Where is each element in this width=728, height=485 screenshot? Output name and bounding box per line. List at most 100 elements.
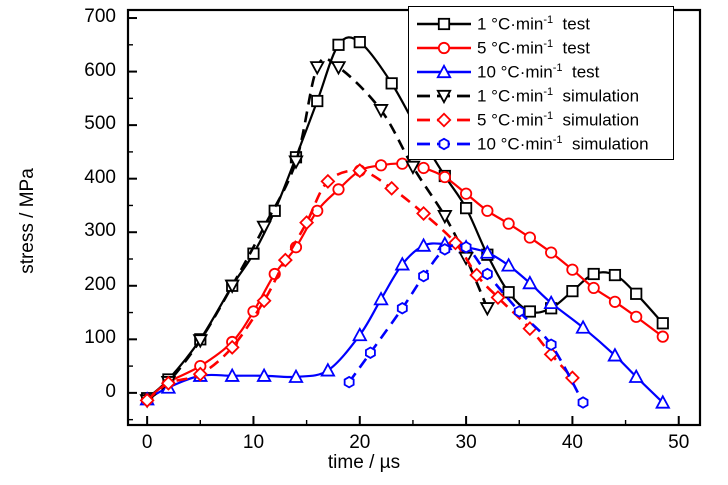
y-tick-label: 0	[105, 380, 116, 402]
data-point-circle	[417, 161, 430, 175]
data-point-square	[311, 94, 324, 108]
data-point-hexagon	[481, 267, 493, 281]
data-point-circle	[481, 204, 494, 217]
data-point-diamond	[490, 290, 506, 306]
data-point-square	[566, 285, 579, 298]
data-point-hexagon	[365, 346, 376, 359]
data-point-diamond	[469, 267, 485, 283]
data-point-circle	[374, 159, 388, 172]
legend-swatch-diamond	[415, 110, 473, 130]
data-point-triangle-down	[309, 61, 325, 76]
legend-item[interactable]: 10 °C·min-1 simulation	[409, 132, 673, 156]
data-point-diamond	[416, 206, 432, 221]
legend-item[interactable]: 5 °C·min-1 simulation	[409, 108, 673, 132]
data-point-triangle-up	[628, 368, 644, 383]
data-point-diamond	[447, 235, 463, 251]
legend-item[interactable]: 5 °C·min-1 test	[409, 36, 673, 60]
legend-label: 1 °C·min-1 simulation	[477, 85, 640, 106]
data-point-circle	[311, 204, 324, 217]
series-line	[348, 243, 585, 404]
data-point-square	[523, 305, 536, 318]
series-1	[141, 157, 669, 406]
legend-item[interactable]: 10 °C·min-1 test	[409, 60, 673, 84]
data-point-hexagon	[343, 375, 355, 389]
data-point-circle	[566, 263, 579, 276]
data-point-triangle-up	[373, 291, 389, 306]
x-tick-label: 0	[141, 432, 153, 453]
legend-label: 5 °C·min-1 test	[477, 37, 590, 58]
data-point-square	[608, 268, 622, 282]
data-point-diamond	[224, 339, 240, 355]
chart-legend: 1 °C·min-1 test 5 °C·min-1 test 10 °C·min-…	[408, 6, 674, 160]
data-point-triangle-up	[543, 294, 559, 310]
legend-label: 1 °C·min-1 test	[477, 13, 590, 34]
x-tick-label: 40	[561, 432, 583, 453]
data-point-triangle-up	[394, 256, 411, 271]
y-tick-label: 700	[84, 6, 116, 28]
data-point-circle	[438, 170, 451, 184]
data-point-triangle-up	[575, 319, 591, 334]
data-point-hexagon	[577, 396, 589, 409]
data-point-circle	[545, 246, 558, 259]
data-point-triangle-up	[320, 362, 336, 377]
data-point-hexagon	[396, 302, 408, 315]
x-tick-label: 30	[455, 432, 477, 453]
legend-swatch-square	[415, 14, 473, 34]
data-point-triangle-down	[288, 155, 304, 170]
data-point-hexagon	[418, 269, 429, 283]
legend-swatch-hexagon	[415, 134, 473, 154]
data-point-diamond	[192, 366, 208, 382]
y-tick-label: 200	[84, 273, 116, 295]
data-point-circle	[656, 330, 669, 343]
x-tick-label: 10	[242, 432, 265, 453]
data-point-diamond	[352, 163, 368, 179]
data-point-square	[332, 38, 345, 51]
data-point-square	[656, 317, 669, 330]
data-point-circle	[608, 295, 622, 308]
data-point-diamond	[436, 112, 452, 128]
legend-label: 5 °C·min-1 simulation	[477, 109, 640, 130]
y-tick-label: 300	[84, 220, 116, 242]
data-point-hexagon	[439, 243, 451, 256]
data-point-diamond	[139, 392, 155, 408]
data-point-square	[437, 17, 451, 31]
legend-item[interactable]: 1 °C·min-1 test	[409, 12, 673, 36]
data-point-circle	[459, 187, 473, 200]
data-point-triangle-down	[224, 279, 240, 294]
data-point-triangle-down	[256, 220, 272, 235]
legend-swatch-circle	[415, 38, 473, 58]
data-point-triangle-up	[224, 367, 240, 382]
data-point-hexagon	[545, 338, 557, 351]
data-point-square	[630, 287, 643, 300]
legend-swatch-triangle-down	[415, 86, 473, 106]
data-point-triangle-down	[479, 302, 496, 317]
data-point-hexagon	[513, 305, 525, 318]
data-point-diamond	[299, 215, 315, 231]
data-point-triangle-up	[436, 63, 452, 79]
data-point-circle	[502, 217, 515, 230]
x-axis-title: time / µs	[327, 452, 401, 473]
data-point-triangle-down	[405, 160, 421, 175]
legend-label: 10 °C·min-1 test	[477, 61, 600, 82]
data-point-diamond	[277, 252, 293, 268]
data-point-triangle-up	[500, 257, 517, 272]
data-point-triangle-up	[288, 368, 304, 383]
x-tick-label: 50	[668, 432, 690, 453]
data-point-circle	[332, 183, 345, 196]
series-4	[139, 163, 580, 408]
data-point-triangle-up	[479, 244, 496, 259]
data-point-triangle-up	[655, 394, 671, 409]
data-point-triangle-down	[330, 61, 347, 76]
series-2	[139, 235, 671, 409]
data-point-diamond	[160, 375, 176, 391]
legend-item[interactable]: 1 °C·min-1 simulation	[409, 84, 673, 108]
data-point-triangle-down	[373, 104, 389, 119]
data-point-circle	[523, 231, 536, 244]
legend-label: 10 °C·min-1 simulation	[477, 133, 649, 154]
data-point-diamond	[320, 173, 336, 189]
data-point-triangle-up	[415, 237, 432, 252]
data-point-square	[587, 267, 600, 281]
data-point-circle	[437, 41, 451, 55]
data-point-triangle-up	[352, 326, 368, 342]
